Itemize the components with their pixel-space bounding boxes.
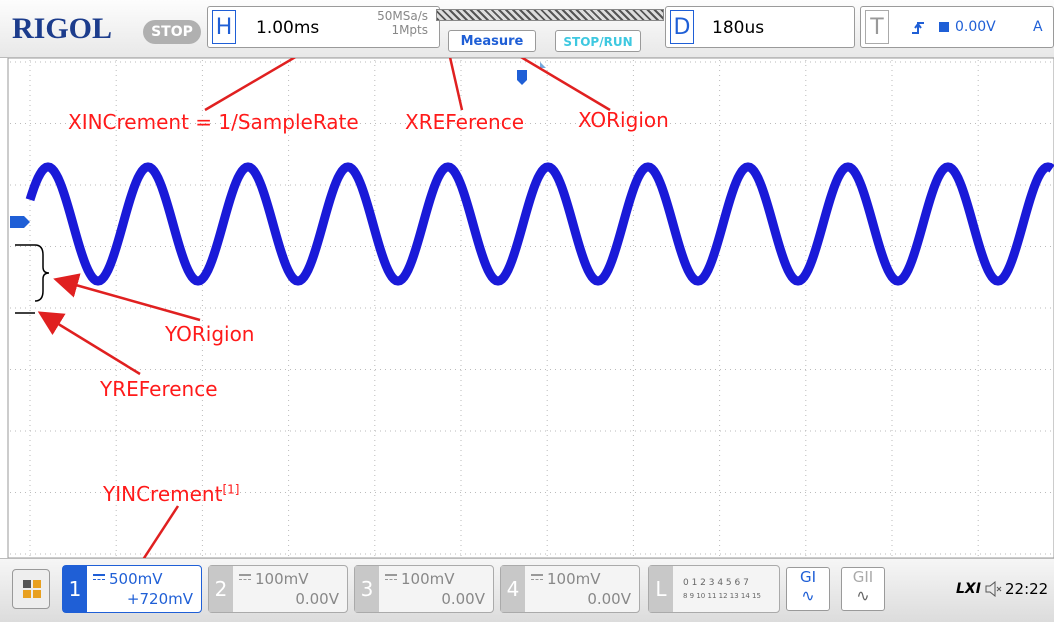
- channel-icon: [939, 22, 949, 32]
- trigger-level: 0.00V: [955, 19, 996, 35]
- logic-row1: 0 1 2 3 4 5 6 7: [683, 578, 749, 588]
- measure-button[interactable]: Measure: [448, 30, 536, 52]
- logic-box[interactable]: L 0 1 2 3 4 5 6 7 8 9 10 11 12 13 14 15: [648, 565, 780, 613]
- logic-label: L: [649, 566, 673, 612]
- gen2-button[interactable]: GII∿: [841, 567, 885, 611]
- bottom-bar: 1 500mV +720mV 2 100mV 0.00V 3 100mV 0.00V 4 100mV…: [0, 558, 1054, 622]
- trigger-edge-icon: [911, 21, 925, 35]
- channel-scale: 100mV: [401, 570, 455, 588]
- xreference-label: XREFerence: [405, 110, 524, 134]
- h-label: H: [212, 10, 236, 44]
- delay: 180us: [712, 18, 764, 38]
- channel-scale: 500mV: [109, 570, 163, 588]
- delay-box[interactable]: D 180us: [665, 6, 855, 48]
- lxi-label: LXI: [956, 581, 981, 597]
- trigger-source: A: [1033, 19, 1043, 35]
- d-label: D: [670, 10, 694, 44]
- timebase-box[interactable]: H 1.00ms 50MSa/s 1Mpts: [207, 6, 440, 48]
- channel-scale: 100mV: [255, 570, 309, 588]
- page: {"header": {"logo": "RIGOL", "status": "…: [0, 0, 1054, 622]
- speaker-icon: [984, 581, 1002, 597]
- timebase: 1.00ms: [256, 18, 319, 38]
- gen1-button[interactable]: GI∿: [786, 567, 830, 611]
- channel-box[interactable]: 1 500mV +720mV: [62, 565, 202, 613]
- screenshot: RIGOL STOP H 1.00ms 50MSa/s 1Mpts Measur…: [0, 0, 1054, 622]
- gen2-label: GII: [853, 568, 873, 586]
- channel-scale: 100mV: [547, 570, 601, 588]
- channel-number: 4: [501, 566, 525, 612]
- yincrement-label: YINCrement[1]: [103, 482, 239, 506]
- memory-depth: 1Mpts: [348, 23, 428, 37]
- channel-offset: 0.00V: [587, 590, 631, 608]
- channel-number: 3: [355, 566, 379, 612]
- yorigin-label: YORigion: [165, 322, 254, 346]
- channel-box[interactable]: 4 100mV 0.00V: [500, 565, 640, 613]
- coupling-icon: [531, 574, 543, 580]
- coupling-icon: [239, 574, 251, 580]
- t-label: T: [865, 10, 889, 44]
- xincrement-label: XINCrement = 1/SampleRate: [68, 110, 359, 134]
- yincrement-note: [1]: [222, 482, 239, 496]
- logo: RIGOL: [12, 12, 112, 46]
- channel-offset: 0.00V: [441, 590, 485, 608]
- trigger-box[interactable]: T 0.00V A: [860, 6, 1054, 48]
- clock: 22:22: [1005, 580, 1048, 598]
- channel-number: 1: [63, 566, 87, 612]
- yreference-label: YREFerence: [100, 377, 218, 401]
- coupling-icon: [93, 574, 105, 580]
- xorigin-label: XORigion: [578, 108, 669, 132]
- gen1-label: GI: [800, 568, 816, 586]
- channel-box[interactable]: 2 100mV 0.00V: [208, 565, 348, 613]
- stop-run-button[interactable]: STOP/RUN: [555, 30, 641, 52]
- channel-box[interactable]: 3 100mV 0.00V: [354, 565, 494, 613]
- memory-bar: [436, 9, 664, 21]
- yincrement-text: YINCrement: [103, 482, 222, 506]
- sample-rate: 50MSa/s: [348, 9, 428, 23]
- menu-button[interactable]: [12, 569, 50, 609]
- coupling-icon: [385, 574, 397, 580]
- channel-offset: 0.00V: [295, 590, 339, 608]
- top-bar: RIGOL STOP H 1.00ms 50MSa/s 1Mpts Measur…: [0, 0, 1054, 58]
- channel-offset: +720mV: [127, 590, 193, 608]
- channel-number: 2: [209, 566, 233, 612]
- run-status[interactable]: STOP: [143, 20, 201, 44]
- logic-row2: 8 9 10 11 12 13 14 15: [683, 592, 761, 600]
